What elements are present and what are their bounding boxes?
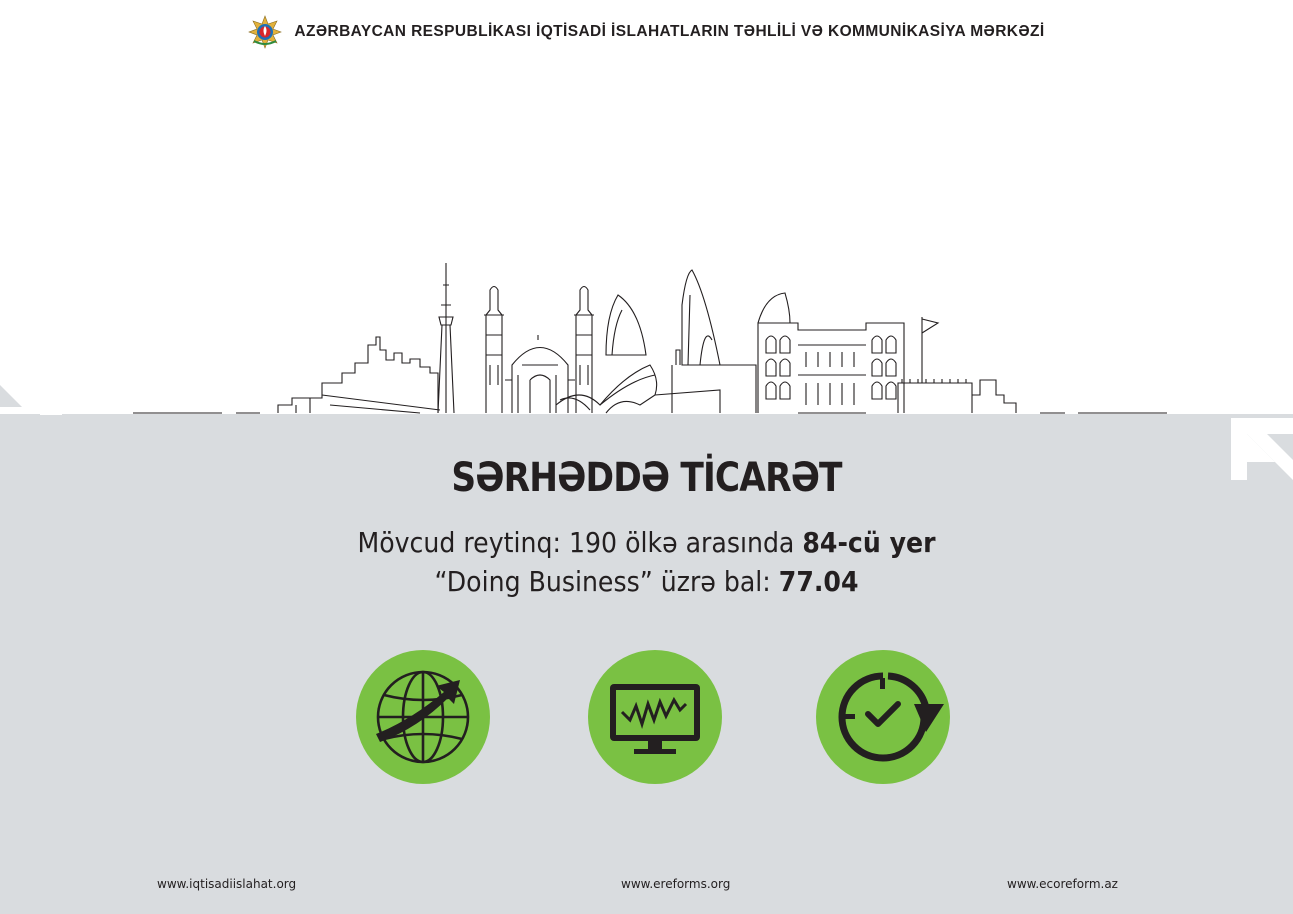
globe-arrow-icon	[356, 650, 490, 784]
corner-arrow-decoration-left	[0, 345, 62, 415]
score-value: 77.04	[778, 565, 859, 598]
score-line: “Doing Business” üzrə bal: 77.04	[65, 565, 1229, 598]
coat-of-arms-icon	[248, 15, 283, 49]
monitor-chart-icon	[588, 650, 722, 784]
baku-skyline-illustration	[133, 263, 1167, 414]
clock-check-icon	[816, 650, 950, 784]
score-prefix: “Doing Business” üzrə bal:	[434, 565, 779, 598]
rating-value: 84-cü yer	[802, 526, 936, 559]
rating-line: Mövcud reytinq: 190 ölkə arasında 84-cü …	[65, 526, 1229, 559]
page-title: SƏRHƏDDƏ TİCARƏT	[451, 455, 842, 501]
footer-link-iqtisadiislahat[interactable]: www.iqtisadiislahat.org	[157, 877, 297, 891]
corner-arrow-decoration-right	[1231, 418, 1293, 480]
rating-prefix: Mövcud reytinq: 190 ölkə arasında	[357, 526, 803, 559]
footer-link-ereforms[interactable]: www.ereforms.org	[621, 877, 731, 891]
header: AZƏRBAYCAN RESPUBLİKASI İQTİSADİ İSLAHAT…	[0, 12, 1293, 52]
footer-link-ecoreform[interactable]: www.ecoreform.az	[1007, 877, 1118, 891]
organization-name: AZƏRBAYCAN RESPUBLİKASI İQTİSADİ İSLAHAT…	[294, 23, 1045, 40]
